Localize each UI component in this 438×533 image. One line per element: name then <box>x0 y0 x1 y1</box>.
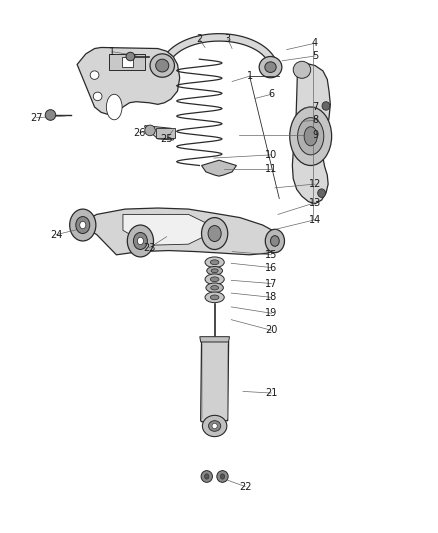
Ellipse shape <box>290 107 332 165</box>
Text: 2: 2 <box>196 34 202 44</box>
Text: 7: 7 <box>312 102 318 112</box>
Ellipse shape <box>202 415 227 437</box>
Text: 26: 26 <box>133 127 146 138</box>
Ellipse shape <box>206 283 223 293</box>
Text: 1: 1 <box>247 71 253 81</box>
Polygon shape <box>160 34 278 70</box>
Text: 16: 16 <box>265 263 278 272</box>
Ellipse shape <box>210 295 219 300</box>
Ellipse shape <box>265 229 285 253</box>
Ellipse shape <box>304 127 317 146</box>
Ellipse shape <box>259 56 282 78</box>
Text: 15: 15 <box>265 250 278 260</box>
Text: 17: 17 <box>265 279 278 288</box>
Text: 23: 23 <box>143 243 155 253</box>
Ellipse shape <box>207 266 223 275</box>
Text: 14: 14 <box>309 215 321 225</box>
Ellipse shape <box>93 92 102 101</box>
Ellipse shape <box>127 225 153 257</box>
Text: 11: 11 <box>265 164 278 174</box>
Ellipse shape <box>76 216 90 233</box>
Ellipse shape <box>155 59 169 72</box>
Text: 5: 5 <box>312 51 318 61</box>
Ellipse shape <box>80 221 86 229</box>
Polygon shape <box>77 47 180 115</box>
Ellipse shape <box>265 62 276 72</box>
Polygon shape <box>201 341 229 422</box>
Ellipse shape <box>217 471 228 482</box>
Ellipse shape <box>205 474 209 479</box>
Text: 9: 9 <box>312 130 318 140</box>
Ellipse shape <box>210 260 219 265</box>
Ellipse shape <box>106 94 122 120</box>
Ellipse shape <box>212 423 217 429</box>
Ellipse shape <box>126 52 135 61</box>
Ellipse shape <box>220 474 225 479</box>
Ellipse shape <box>201 217 228 249</box>
Ellipse shape <box>150 54 174 77</box>
Text: 18: 18 <box>265 292 278 302</box>
Polygon shape <box>200 337 230 342</box>
Polygon shape <box>122 56 133 67</box>
Ellipse shape <box>210 277 219 281</box>
Polygon shape <box>201 160 237 176</box>
Ellipse shape <box>145 125 155 136</box>
Text: 10: 10 <box>265 150 278 160</box>
Polygon shape <box>145 126 175 140</box>
Ellipse shape <box>297 118 324 155</box>
Text: 1: 1 <box>109 47 115 56</box>
Text: 25: 25 <box>160 134 173 144</box>
Ellipse shape <box>211 269 218 273</box>
Polygon shape <box>123 214 219 245</box>
Ellipse shape <box>70 209 96 241</box>
Text: 4: 4 <box>312 38 318 48</box>
Ellipse shape <box>45 110 56 120</box>
Ellipse shape <box>134 232 148 249</box>
Ellipse shape <box>205 292 224 303</box>
Ellipse shape <box>205 274 224 285</box>
Ellipse shape <box>318 189 325 197</box>
Ellipse shape <box>211 286 219 290</box>
Text: 19: 19 <box>265 308 278 318</box>
Ellipse shape <box>208 421 221 431</box>
Text: 6: 6 <box>268 89 275 99</box>
Ellipse shape <box>138 237 144 245</box>
Polygon shape <box>109 54 145 70</box>
Text: 22: 22 <box>239 482 251 491</box>
Ellipse shape <box>201 471 212 482</box>
Polygon shape <box>292 63 330 204</box>
Polygon shape <box>78 208 284 255</box>
Ellipse shape <box>322 102 330 110</box>
Text: 21: 21 <box>265 388 278 398</box>
Ellipse shape <box>208 225 221 241</box>
Text: 20: 20 <box>265 325 278 335</box>
Text: 12: 12 <box>309 179 321 189</box>
Ellipse shape <box>90 71 99 79</box>
Text: 8: 8 <box>312 115 318 125</box>
Ellipse shape <box>293 61 311 78</box>
Text: 24: 24 <box>50 230 63 240</box>
Text: 13: 13 <box>309 198 321 208</box>
Polygon shape <box>155 128 175 138</box>
Text: 3: 3 <box>225 34 231 44</box>
Text: 27: 27 <box>30 112 43 123</box>
Ellipse shape <box>205 257 224 268</box>
Ellipse shape <box>271 236 279 246</box>
